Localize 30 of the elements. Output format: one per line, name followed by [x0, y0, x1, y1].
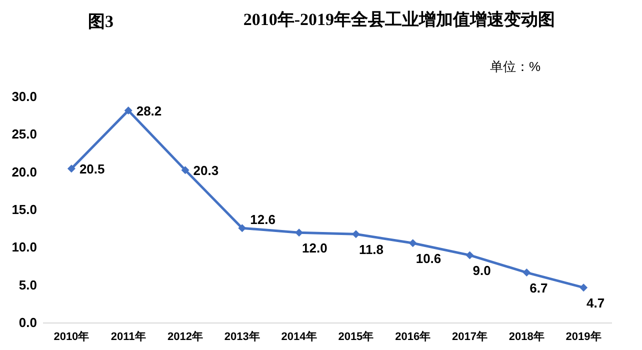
- ytick: 5.0: [18, 277, 37, 292]
- ytick: 10.0: [12, 240, 37, 255]
- xtick: 2018年: [508, 331, 544, 343]
- xtick: 2014年: [281, 331, 317, 343]
- data-label: 9.0: [472, 263, 491, 278]
- ytick: 30.0: [12, 89, 37, 104]
- xtick: 2016年: [395, 331, 431, 343]
- data-label: 20.3: [193, 163, 219, 178]
- xtick: 2013年: [224, 331, 260, 343]
- ytick: 15.0: [12, 202, 37, 217]
- data-label: 6.7: [530, 280, 548, 296]
- data-label: 12.6: [250, 212, 276, 228]
- xtick: 2010年: [54, 331, 90, 343]
- data-label: 4.7: [586, 296, 605, 311]
- xtick: 2012年: [168, 331, 203, 343]
- data-label: 11.8: [358, 242, 384, 258]
- data-label: 28.2: [136, 104, 162, 119]
- ytick: 0.0: [18, 315, 37, 330]
- ytick: 25.0: [12, 126, 37, 142]
- data-label: 12.0: [302, 240, 328, 256]
- xtick: 2017年: [452, 331, 488, 343]
- data-label: 10.6: [416, 251, 442, 266]
- xtick: 2011年: [110, 331, 146, 343]
- title: 2010年-2019年全县工业增加值增速变动图: [242, 10, 555, 30]
- xtick: 2015年: [338, 331, 374, 343]
- annotation: 图3: [88, 11, 114, 33]
- annotation: 单位：%: [490, 58, 541, 76]
- ytick: 20.0: [12, 164, 37, 180]
- xtick: 2019年: [566, 331, 602, 343]
- data-label: 20.5: [79, 162, 105, 177]
